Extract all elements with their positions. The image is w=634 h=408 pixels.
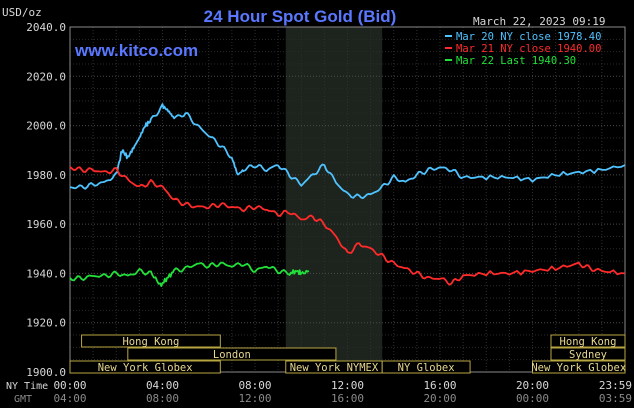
x-tick-label: 03:59: [599, 392, 632, 405]
session-label: London: [213, 349, 251, 361]
x-tick-labels: 00:00 04:00 08:00 12:00 16:00 20:00 23:5904:00…: [53, 379, 632, 405]
x-tick-label: 04:00: [53, 392, 86, 405]
session-label: NY Globex: [398, 362, 455, 374]
x-tick-label: 04:00: [146, 379, 179, 392]
session-box: [81, 334, 221, 348]
ny-time-axis-label: NY Time: [6, 381, 48, 392]
x-tick-label: 00:00: [516, 392, 549, 405]
x-tick-label: 20:00: [516, 379, 549, 392]
y-tick-label: 1940.0: [26, 267, 66, 280]
y-tick-label: 2040.0: [26, 21, 66, 34]
session-box: [550, 347, 626, 361]
x-tick-label: 08:00: [146, 392, 179, 405]
session-box: [381, 360, 471, 374]
y-tick-label: 1960.0: [26, 218, 66, 231]
session-box: [127, 347, 337, 361]
y-tick-label: 1980.0: [26, 169, 66, 182]
x-tick-label: 12:00: [331, 379, 364, 392]
x-tick-label: 16:00: [423, 379, 456, 392]
session-label: New York Globex: [531, 362, 626, 374]
session-box: [69, 360, 221, 374]
legend: Mar 20 NY close 1978.40 Mar 21 NY close …: [445, 31, 601, 67]
series-lines: [69, 103, 626, 288]
legend-entry: Mar 20 NY close 1978.40: [456, 31, 601, 43]
session-label: Hong Kong: [560, 336, 617, 348]
y-tick-labels: 1900.0 1920.0 1940.0 1960.0 1980.0 2000.0 2020…: [26, 21, 66, 379]
x-tick-label: 00:00: [53, 379, 86, 392]
y-tick-label: 2020.0: [26, 70, 66, 83]
y-tick-label: 1900.0: [26, 366, 66, 379]
series-line: [69, 261, 310, 288]
x-tick-label: 20:00: [423, 392, 456, 405]
legend-entry: Mar 22 Last 1940.30: [456, 55, 576, 67]
x-tick-label: 12:00: [238, 392, 271, 405]
y-unit-label: USD/oz: [2, 6, 42, 19]
x-tick-label: 23:59: [599, 379, 632, 392]
y-tick-label: 1920.0: [26, 317, 66, 330]
series-line: [69, 103, 626, 200]
session-box: [550, 334, 626, 348]
series-line: [69, 166, 626, 286]
session-box: [532, 360, 626, 374]
session-label: Hong Kong: [122, 336, 179, 348]
session-label: New York NYMEX: [290, 362, 379, 374]
x-tick-label: 16:00: [331, 392, 364, 405]
y-tick-label: 2000.0: [26, 120, 66, 133]
x-tick-label: 08:00: [238, 379, 271, 392]
legend-entry: Mar 21 NY close 1940.00: [456, 43, 601, 55]
chart-title: 24 Hour Spot Gold (Bid): [204, 7, 397, 26]
gmt-axis-label: GMT: [14, 394, 32, 405]
date-label: March 22, 2023 09:19: [473, 15, 605, 28]
session-label: New York Globex: [98, 362, 193, 374]
session-label: Sydney: [569, 349, 607, 361]
kitco-watermark: www.kitco.com: [74, 41, 198, 60]
